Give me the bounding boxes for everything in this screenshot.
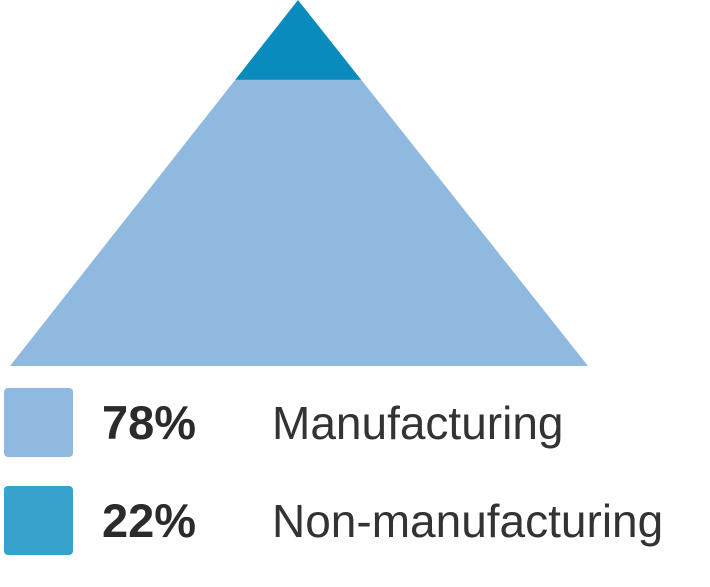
legend-label-manufacturing: Manufacturing: [272, 397, 564, 449]
legend-percent-non-manufacturing: 22%: [102, 494, 197, 547]
legend-percent-manufacturing: 78%: [102, 396, 197, 449]
legend-label-non-manufacturing: Non-manufacturing: [272, 495, 664, 547]
legend-item-non-manufacturing: 22% Non-manufacturing: [4, 486, 704, 556]
legend-swatch-non-manufacturing: [4, 486, 73, 555]
pyramid-chart: [10, 0, 588, 367]
pyramid-segment-manufacturing: [10, 79, 588, 367]
legend-item-manufacturing: 78% Manufacturing: [4, 388, 704, 458]
legend-swatch-manufacturing: [4, 388, 73, 457]
pyramid-segment-non-manufacturing: [235, 0, 362, 80]
